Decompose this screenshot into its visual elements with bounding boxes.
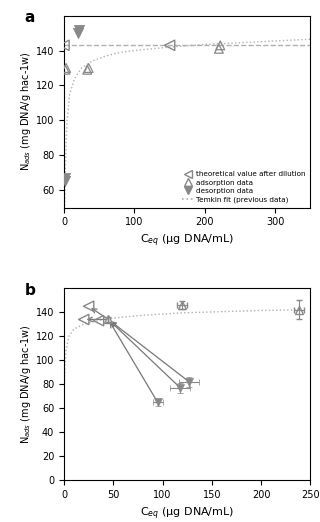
Point — [216, 45, 221, 53]
Point — [85, 66, 90, 74]
Y-axis label: N$_{ads}$ (mg DNA/g hac-1w): N$_{ads}$ (mg DNA/g hac-1w) — [19, 325, 33, 444]
Point — [76, 29, 81, 37]
X-axis label: C$_{eq}$ (μg DNA/mL): C$_{eq}$ (μg DNA/mL) — [140, 233, 234, 250]
Point — [77, 26, 82, 34]
Point — [62, 177, 67, 186]
Point — [64, 64, 69, 72]
Point — [167, 41, 172, 50]
Text: b: b — [25, 282, 36, 298]
Legend: theoretical value after dilution, adsorption data, desorption data, Temkin fit (: theoretical value after dilution, adsorp… — [181, 170, 307, 204]
Point — [63, 66, 68, 74]
Point — [63, 174, 68, 182]
Point — [81, 315, 86, 324]
Text: a: a — [25, 10, 35, 25]
Point — [86, 302, 91, 311]
Point — [86, 64, 91, 72]
Point — [61, 41, 67, 50]
Point — [218, 41, 223, 50]
X-axis label: C$_{eq}$ (μg DNA/mL): C$_{eq}$ (μg DNA/mL) — [140, 505, 234, 522]
Point — [96, 316, 101, 325]
Y-axis label: N$_{ads}$ (mg DNA/g hac-1w): N$_{ads}$ (mg DNA/g hac-1w) — [19, 52, 33, 171]
